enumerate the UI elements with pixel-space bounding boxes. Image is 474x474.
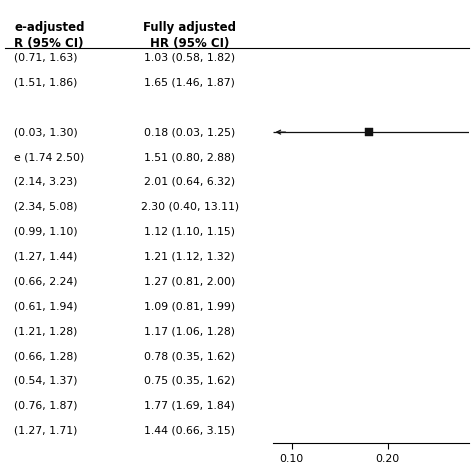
Text: 1.27 (0.81, 2.00): 1.27 (0.81, 2.00): [144, 276, 235, 286]
Text: Fully adjusted
HR (95% CI): Fully adjusted HR (95% CI): [143, 21, 236, 50]
Text: 1.65 (1.46, 1.87): 1.65 (1.46, 1.87): [144, 77, 235, 87]
Text: 1.09 (0.81, 1.99): 1.09 (0.81, 1.99): [144, 301, 235, 311]
Text: (0.66, 1.28): (0.66, 1.28): [14, 351, 78, 361]
Text: (1.21, 1.28): (1.21, 1.28): [14, 326, 78, 336]
Text: e (1.74 2.50): e (1.74 2.50): [14, 152, 84, 162]
Text: 1.17 (1.06, 1.28): 1.17 (1.06, 1.28): [144, 326, 235, 336]
Text: (0.03, 1.30): (0.03, 1.30): [14, 127, 78, 137]
Text: 1.12 (1.10, 1.15): 1.12 (1.10, 1.15): [144, 227, 235, 237]
Text: (2.34, 5.08): (2.34, 5.08): [14, 202, 78, 212]
Text: 1.21 (1.12, 1.32): 1.21 (1.12, 1.32): [144, 252, 235, 262]
Text: (1.27, 1.44): (1.27, 1.44): [14, 252, 78, 262]
Text: 2.01 (0.64, 6.32): 2.01 (0.64, 6.32): [144, 177, 235, 187]
Text: 1.44 (0.66, 3.15): 1.44 (0.66, 3.15): [144, 426, 235, 436]
Text: (0.71, 1.63): (0.71, 1.63): [14, 53, 78, 63]
Text: 1.51 (0.80, 2.88): 1.51 (0.80, 2.88): [144, 152, 235, 162]
Text: 2.30 (0.40, 13.11): 2.30 (0.40, 13.11): [140, 202, 239, 212]
Text: (0.54, 1.37): (0.54, 1.37): [14, 376, 78, 386]
Text: (0.66, 2.24): (0.66, 2.24): [14, 276, 78, 286]
Text: (0.76, 1.87): (0.76, 1.87): [14, 401, 78, 411]
Text: (2.14, 3.23): (2.14, 3.23): [14, 177, 78, 187]
Text: 0.75 (0.35, 1.62): 0.75 (0.35, 1.62): [144, 376, 235, 386]
Text: 0.18 (0.03, 1.25): 0.18 (0.03, 1.25): [144, 127, 235, 137]
Text: e-adjusted
R (95% CI): e-adjusted R (95% CI): [14, 21, 85, 50]
Text: (0.99, 1.10): (0.99, 1.10): [14, 227, 78, 237]
Text: (0.61, 1.94): (0.61, 1.94): [14, 301, 78, 311]
Text: 1.77 (1.69, 1.84): 1.77 (1.69, 1.84): [144, 401, 235, 411]
Text: 0.78 (0.35, 1.62): 0.78 (0.35, 1.62): [144, 351, 235, 361]
Text: (1.27, 1.71): (1.27, 1.71): [14, 426, 78, 436]
Text: 1.03 (0.58, 1.82): 1.03 (0.58, 1.82): [144, 53, 235, 63]
Text: (1.51, 1.86): (1.51, 1.86): [14, 77, 78, 87]
